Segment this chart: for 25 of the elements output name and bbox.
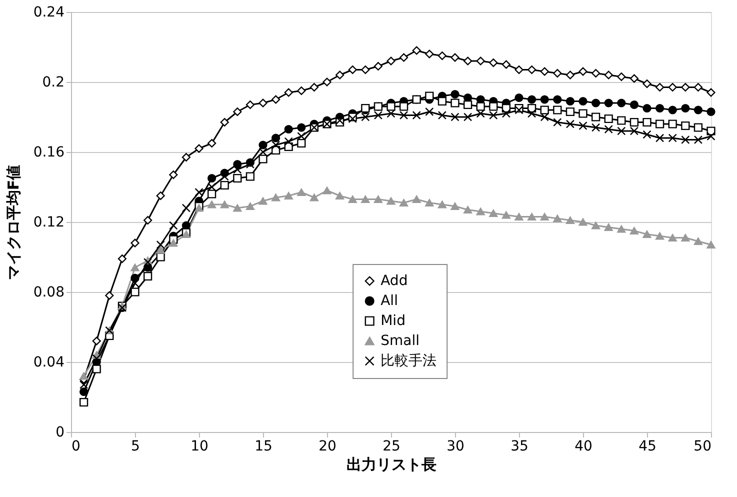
x-tick-label: 35 — [510, 438, 528, 454]
legend-label: All — [380, 293, 398, 309]
x-tick-label: 15 — [254, 438, 272, 454]
y-axis-title: マイクロ平均F値 — [4, 164, 22, 280]
y-tick-label: 0.08 — [33, 284, 64, 300]
y-tick-label: 0.16 — [33, 144, 65, 160]
x-tick-label: 45 — [638, 438, 656, 454]
legend-label: Small — [380, 333, 420, 349]
x-tick-label: 30 — [446, 438, 464, 454]
x-tick-label: 50 — [694, 438, 712, 454]
y-tick-label: 0.2 — [42, 74, 64, 90]
y-tick-label: 0.12 — [33, 214, 64, 230]
x-axis-title: 出力リスト長 — [346, 456, 436, 474]
legend-label: Add — [380, 273, 408, 289]
y-tick-label: 0.24 — [33, 4, 65, 20]
y-tick-label: 0 — [56, 424, 64, 440]
x-tick-label: 40 — [574, 438, 592, 454]
x-tick-label: 5 — [131, 438, 140, 454]
x-tick-label: 0 — [72, 438, 80, 454]
legend-label: Mid — [380, 313, 406, 329]
x-tick-label: 25 — [382, 438, 400, 454]
x-tick-label: 20 — [318, 438, 336, 454]
x-tick-label: 10 — [190, 438, 208, 454]
y-tick-label: 0.04 — [33, 354, 65, 370]
legend-label: 比較手法 — [380, 353, 437, 369]
